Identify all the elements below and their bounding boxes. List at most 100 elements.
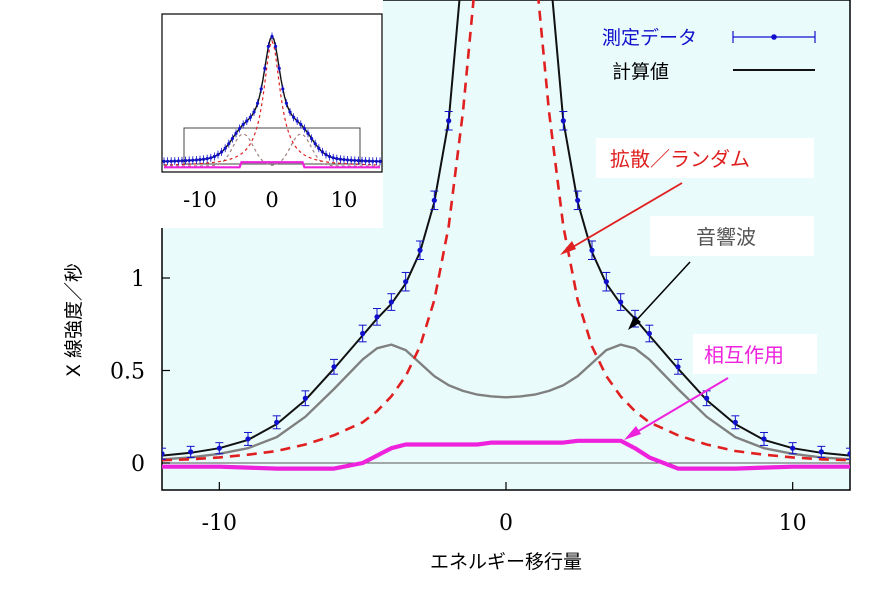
data-point <box>416 240 424 260</box>
annotation-acoustic: 音響波 <box>628 216 814 330</box>
inset-data-point <box>299 120 303 129</box>
inset-data-point <box>191 156 195 165</box>
inset-data-point <box>220 147 224 156</box>
inset-data-point <box>216 150 220 159</box>
inset-data-point <box>364 156 368 165</box>
inset-data-point <box>263 64 267 73</box>
inset-data-point <box>335 154 339 163</box>
inset-data-point <box>259 84 263 93</box>
legend-label-measured: 測定データ <box>602 27 697 49</box>
inset-data-point <box>227 139 231 148</box>
inset-data-point <box>223 144 227 153</box>
inset-data-point <box>162 157 166 166</box>
inset-data-point <box>169 157 173 166</box>
inset-data-point <box>198 155 202 164</box>
inset-data-point <box>378 157 382 166</box>
annotation-diffusion: 拡散／ランダム <box>560 138 814 255</box>
inset-data-point <box>320 147 324 156</box>
data-point <box>330 358 338 375</box>
inset-data-point <box>338 155 342 164</box>
inset-data-point <box>209 153 213 162</box>
data-point <box>444 111 453 131</box>
inset-data-point <box>248 113 252 122</box>
data-point <box>846 447 850 460</box>
inset-data-point <box>252 108 256 117</box>
data-point <box>731 415 740 430</box>
inset-data-point <box>270 32 274 41</box>
inset-data-point <box>324 150 328 159</box>
inset-data-point <box>184 156 188 165</box>
inset-data-point <box>241 120 245 129</box>
inset-data-point <box>317 144 321 153</box>
inset-data-point <box>205 154 209 163</box>
inset-data-point <box>284 99 288 108</box>
inset-curve-0 <box>164 133 380 167</box>
inset-data-point <box>292 113 296 122</box>
inset-data-point <box>302 124 306 133</box>
inset-data-point <box>349 156 353 165</box>
data-point <box>301 390 310 407</box>
inset-data-point <box>202 155 206 164</box>
data-point <box>760 431 768 446</box>
inset-data-point <box>194 155 198 164</box>
x-tick-label: 10 <box>779 511 807 536</box>
inset-data-point <box>212 152 216 161</box>
inset: -10 0 10 <box>155 0 383 228</box>
annotation-diffusion-arrow <box>565 182 683 252</box>
inset-tick-0: 0 <box>265 188 278 212</box>
inset-zoom-box <box>183 127 361 165</box>
data-point <box>162 447 166 460</box>
inset-data-point <box>328 152 332 161</box>
data-point <box>788 442 797 455</box>
inset-data-point <box>266 42 270 51</box>
data-point <box>573 190 582 211</box>
annotation-interaction-label: 相互作用 <box>704 343 784 367</box>
y-tick-label: 0 <box>131 452 145 477</box>
inset-data-point <box>310 134 314 143</box>
annotation-interaction: 相互作用 <box>624 334 817 440</box>
series-layer <box>162 0 850 471</box>
legend-point-measured <box>771 34 777 40</box>
data-point <box>358 324 367 343</box>
data-point <box>616 293 625 311</box>
inset-data-point <box>371 157 375 166</box>
annotation-interaction-arrow <box>629 377 729 437</box>
data-point <box>244 431 252 446</box>
inset-data-point <box>288 108 292 117</box>
data-point <box>602 271 611 292</box>
y-tick-label: 0.5 <box>110 360 145 385</box>
inset-frame <box>161 13 383 173</box>
x-tick-label: 0 <box>499 511 513 536</box>
inset-data-point <box>256 99 260 108</box>
inset-data-point <box>346 155 350 164</box>
annotation-acoustic-box <box>650 216 814 256</box>
series-line-4 <box>162 438 850 471</box>
data-point <box>674 358 682 375</box>
inset-data-point <box>281 84 285 93</box>
inset-data-point <box>230 134 234 143</box>
inset-data-point <box>173 157 177 166</box>
tick-layer: -10 0 10 0 0.5 1 <box>110 267 807 536</box>
y-axis-label: X 線強度／秒 <box>63 263 85 377</box>
inset-data-point <box>295 116 299 125</box>
inset-tick-10: 10 <box>331 188 358 212</box>
data-point <box>430 190 439 211</box>
legend-label-calculated: 計算値 <box>612 61 669 83</box>
series-line-3 <box>162 343 850 461</box>
inset-data-point <box>238 124 242 133</box>
data-point <box>645 324 654 343</box>
x-tick-label: -10 <box>202 511 237 536</box>
inset-data-point <box>166 157 170 166</box>
data-point <box>215 442 224 455</box>
annotation-interaction-box <box>693 334 817 374</box>
data-point <box>588 240 596 260</box>
inset-data-point <box>187 156 191 165</box>
inset-curve-2 <box>164 161 380 169</box>
data-point <box>373 308 381 326</box>
inset-tick-neg10: -10 <box>183 188 217 212</box>
x-axis-label: エネルギー移行量 <box>430 551 582 573</box>
inset-data-point <box>274 42 278 51</box>
annotation-diffusion-label: 拡散／ランダム <box>610 147 750 171</box>
inset-data-point <box>356 156 360 165</box>
